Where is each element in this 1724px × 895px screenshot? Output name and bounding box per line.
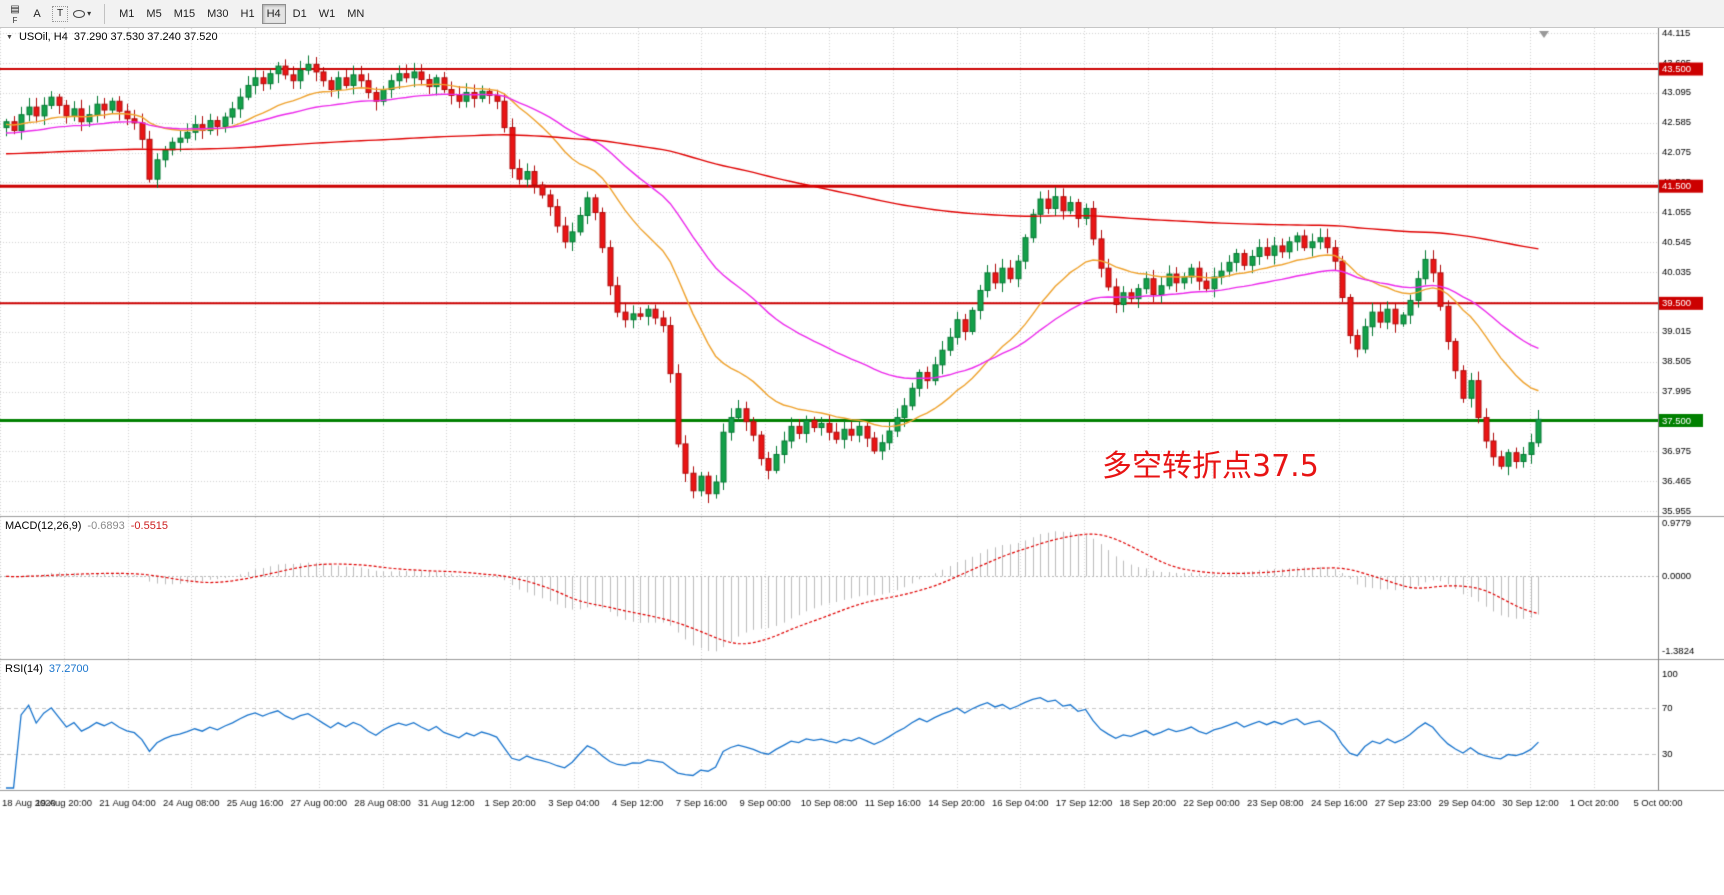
toolbar-f-label: F xyxy=(12,15,18,25)
chevron-down-icon: ▾ xyxy=(87,9,92,18)
windows-layout-icon: ▤ xyxy=(10,4,20,15)
symbol-title: USOil, H4 xyxy=(18,31,68,43)
toolbar-separator xyxy=(104,3,106,24)
timeframe-mn[interactable]: MN xyxy=(342,4,369,24)
chart-annotation-text[interactable]: 多空转折点37.5 xyxy=(1102,449,1319,484)
toolbar: ▤ F A T ▾ M1 M5 M15 M30 H1 H4 D1 W1 MN xyxy=(0,0,1724,28)
macd-label: MACD(12,26,9) -0.6893 -0.5515 xyxy=(5,520,168,532)
timeframe-h1[interactable]: H1 xyxy=(236,4,260,24)
symbol-ohlc-values: 37.290 37.530 37.240 37.520 xyxy=(73,31,218,43)
timeframe-m30[interactable]: M30 xyxy=(202,4,233,24)
text-box-button[interactable]: T xyxy=(52,5,69,22)
macd-value-main: -0.6893 xyxy=(87,520,125,532)
timeframe-d1[interactable]: D1 xyxy=(288,4,312,24)
rsi-label: RSI(14) 37.2700 xyxy=(5,663,89,675)
toolbar-left-stack: ▤ F xyxy=(3,3,27,25)
rsi-value: 37.2700 xyxy=(48,663,89,675)
symbol-ohlc-label: ▼ USOil, H4 37.290 37.530 37.240 37.520 xyxy=(6,31,218,43)
ellipse-icon xyxy=(73,9,86,18)
rsi-panel-plot[interactable] xyxy=(0,660,1658,790)
macd-name: MACD(12,26,9) xyxy=(5,520,82,532)
timeframe-m15[interactable]: M15 xyxy=(169,4,200,24)
macd-value-signal: -0.5515 xyxy=(130,520,169,532)
symbol-marker-icon: ▼ xyxy=(6,33,13,41)
timeframe-m5[interactable]: M5 xyxy=(141,4,166,24)
shapes-button[interactable]: ▾ xyxy=(68,3,96,25)
windows-layout-button[interactable]: ▤ xyxy=(5,3,25,17)
macd-panel-plot[interactable] xyxy=(0,517,1658,659)
time-axis[interactable] xyxy=(0,791,1724,813)
main-chart-plot[interactable] xyxy=(0,28,1658,516)
timeframe-h4[interactable]: H4 xyxy=(261,3,286,24)
timeframe-w1[interactable]: W1 xyxy=(314,4,341,24)
rsi-name: RSI(14) xyxy=(5,663,43,675)
price-axis[interactable] xyxy=(1658,28,1724,791)
text-annotation-button[interactable]: A xyxy=(27,3,47,25)
timeframe-m1[interactable]: M1 xyxy=(114,4,139,24)
